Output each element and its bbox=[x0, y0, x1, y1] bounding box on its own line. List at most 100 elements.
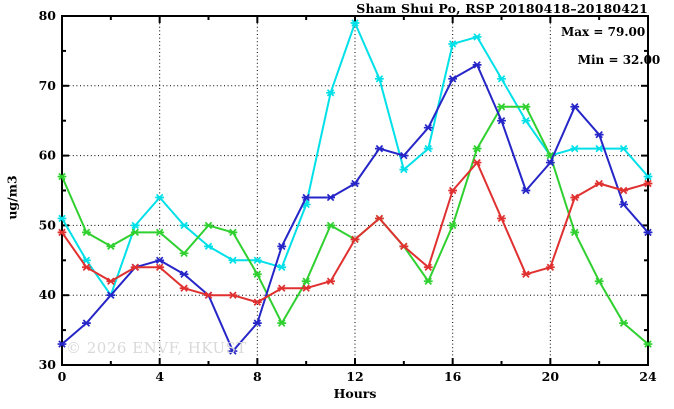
red-series-marker bbox=[497, 214, 506, 223]
blue-series-marker bbox=[399, 151, 409, 160]
y-tick-label: 60 bbox=[39, 148, 57, 163]
watermark-text: © 2026 ENVF, HKUST bbox=[66, 339, 247, 357]
red-series-marker bbox=[423, 263, 433, 271]
x-tick-label: 24 bbox=[639, 369, 657, 384]
blue-series-marker bbox=[326, 193, 335, 202]
blue-series-marker bbox=[594, 130, 604, 139]
green-series-marker bbox=[619, 319, 628, 327]
red-series-marker bbox=[643, 179, 653, 188]
cyan-series-marker bbox=[326, 89, 335, 97]
cyan-series-marker bbox=[252, 256, 262, 265]
blue-series-marker bbox=[57, 340, 67, 348]
red-series-marker bbox=[350, 235, 360, 244]
cyan-series-marker bbox=[228, 256, 238, 265]
blue-series-marker bbox=[228, 347, 238, 355]
blue-series-marker bbox=[375, 144, 384, 153]
blue-series-marker bbox=[472, 61, 482, 69]
cyan-series-marker bbox=[643, 172, 653, 181]
red-series-marker bbox=[130, 263, 140, 271]
red-series-marker bbox=[472, 158, 482, 167]
min-value-label: Min = 32.00 bbox=[577, 53, 661, 67]
blue-series-marker bbox=[448, 75, 458, 83]
blue-series-marker bbox=[155, 256, 165, 265]
red-series-marker bbox=[448, 186, 458, 195]
max-min-annotation: Max = 79.00 Min = 32.00 bbox=[561, 25, 660, 81]
green-series-marker bbox=[643, 340, 653, 348]
cyan-series-marker bbox=[57, 214, 67, 223]
cyan-series-marker bbox=[521, 116, 531, 125]
blue-series-marker bbox=[619, 200, 628, 209]
max-value-label: Max = 79.00 bbox=[561, 25, 646, 39]
cyan-series-marker bbox=[350, 19, 360, 27]
green-series-marker bbox=[497, 103, 506, 111]
red-series-marker bbox=[521, 270, 531, 278]
blue-series-marker bbox=[82, 319, 91, 327]
green-series-marker bbox=[204, 221, 213, 230]
red-series-marker bbox=[57, 228, 67, 237]
red-series-marker bbox=[375, 214, 384, 223]
red-series-marker bbox=[545, 263, 555, 271]
green-series-marker bbox=[301, 277, 311, 285]
x-tick-label: 12 bbox=[346, 369, 363, 384]
cyan-series-marker bbox=[155, 193, 165, 202]
red-series-marker bbox=[155, 263, 165, 271]
y-tick-label: 30 bbox=[39, 357, 57, 372]
blue-series-marker bbox=[643, 228, 653, 237]
red-series-marker bbox=[82, 263, 91, 271]
cyan-series-marker bbox=[277, 263, 287, 271]
cyan-series-marker bbox=[497, 75, 506, 83]
green-series-marker bbox=[228, 228, 238, 237]
chart-title: Sham Shui Po, RSP 20180418–20180421 bbox=[356, 1, 648, 16]
x-tick-label: 16 bbox=[444, 369, 462, 384]
red-series-marker bbox=[179, 284, 189, 292]
x-tick-label: 4 bbox=[155, 369, 164, 384]
green-series-marker bbox=[82, 228, 91, 237]
red-series-marker bbox=[252, 298, 262, 306]
cyan-series-marker bbox=[448, 40, 458, 48]
green-series-marker bbox=[448, 221, 458, 230]
cyan-series-marker bbox=[375, 75, 384, 83]
green-series-marker bbox=[252, 270, 262, 278]
y-tick-label: 80 bbox=[39, 8, 57, 23]
blue-series-marker bbox=[350, 179, 360, 188]
y-tick-label: 70 bbox=[39, 78, 57, 93]
cyan-series-marker bbox=[399, 165, 409, 174]
green-series-marker bbox=[179, 249, 189, 258]
cyan-series-marker bbox=[570, 144, 580, 153]
red-series-marker bbox=[594, 179, 604, 188]
cyan-series-marker bbox=[594, 144, 604, 153]
green-series-marker bbox=[423, 277, 433, 285]
blue-series-marker bbox=[521, 186, 531, 195]
green-series-marker bbox=[326, 221, 335, 230]
y-tick-label: 40 bbox=[39, 287, 57, 302]
green-series-marker bbox=[155, 228, 165, 237]
blue-series-marker bbox=[179, 270, 189, 278]
red-series-marker bbox=[326, 277, 335, 285]
blue-series-marker bbox=[106, 291, 116, 299]
red-series-marker bbox=[106, 277, 116, 285]
green-series-marker bbox=[57, 172, 67, 181]
red-series-marker bbox=[301, 284, 311, 292]
blue-series-marker bbox=[423, 123, 433, 132]
cyan-series-marker bbox=[619, 144, 628, 153]
x-tick-label: 0 bbox=[58, 369, 67, 384]
blue-series-marker bbox=[497, 116, 506, 125]
green-series-marker bbox=[594, 277, 604, 285]
x-axis-label: Hours bbox=[333, 386, 377, 401]
blue-series-marker bbox=[570, 103, 580, 111]
cyan-series-marker bbox=[130, 221, 140, 230]
cyan-series-marker bbox=[179, 221, 189, 230]
cyan-series-marker bbox=[204, 242, 213, 251]
red-series-marker bbox=[619, 186, 628, 195]
red-series-marker bbox=[277, 284, 287, 292]
blue-series-marker bbox=[301, 193, 311, 202]
green-series-marker bbox=[472, 144, 482, 153]
x-tick-label: 20 bbox=[542, 369, 560, 384]
plot-border bbox=[61, 15, 649, 366]
green-series-marker bbox=[570, 228, 580, 237]
y-axis-label: ug/m3 bbox=[4, 175, 20, 220]
green-series-marker bbox=[521, 103, 531, 111]
green-series-marker bbox=[130, 228, 140, 237]
